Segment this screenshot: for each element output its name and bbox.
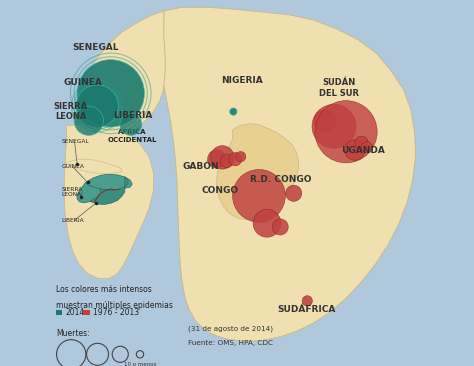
Circle shape bbox=[210, 146, 234, 169]
Text: GUINEA: GUINEA bbox=[64, 78, 103, 87]
Polygon shape bbox=[217, 124, 299, 220]
Text: CONGO: CONGO bbox=[202, 186, 239, 195]
Bar bbox=[56, 310, 63, 315]
Circle shape bbox=[312, 104, 356, 148]
Text: muestran múltiples epidemias: muestran múltiples epidemias bbox=[56, 301, 173, 310]
Text: Fuente: OMS, HPA, CDC: Fuente: OMS, HPA, CDC bbox=[188, 340, 273, 346]
Circle shape bbox=[253, 209, 281, 237]
Text: Los colores más intensos: Los colores más intensos bbox=[56, 285, 152, 295]
Polygon shape bbox=[162, 7, 416, 341]
Text: (31 de agosto de 2014): (31 de agosto de 2014) bbox=[188, 326, 273, 332]
Text: 10 o menos: 10 o menos bbox=[124, 362, 156, 366]
Circle shape bbox=[77, 60, 145, 127]
Circle shape bbox=[228, 153, 242, 166]
Polygon shape bbox=[78, 11, 165, 140]
Circle shape bbox=[272, 219, 288, 235]
Circle shape bbox=[302, 296, 312, 306]
Circle shape bbox=[355, 136, 368, 149]
Circle shape bbox=[208, 150, 226, 168]
Circle shape bbox=[74, 106, 103, 135]
Text: 2014: 2014 bbox=[65, 308, 84, 317]
Text: Muertes:: Muertes: bbox=[56, 329, 90, 339]
Circle shape bbox=[230, 108, 237, 115]
Circle shape bbox=[362, 142, 373, 153]
Circle shape bbox=[120, 113, 142, 135]
Circle shape bbox=[314, 110, 336, 132]
Circle shape bbox=[345, 140, 365, 160]
Text: 1976 - 2013: 1976 - 2013 bbox=[93, 308, 139, 317]
Circle shape bbox=[286, 185, 302, 201]
Bar bbox=[83, 310, 90, 315]
Text: SIERRA
LEONA: SIERRA LEONA bbox=[54, 102, 88, 122]
Circle shape bbox=[233, 169, 285, 222]
Circle shape bbox=[315, 101, 377, 163]
Text: NIGERIA: NIGERIA bbox=[222, 76, 264, 85]
Circle shape bbox=[236, 152, 246, 162]
Text: R.D. CONGO: R.D. CONGO bbox=[250, 175, 312, 184]
Text: SUDÁN
DEL SUR: SUDÁN DEL SUR bbox=[319, 78, 359, 98]
Text: LIBERIA: LIBERIA bbox=[113, 111, 152, 120]
Text: SUDÁFRICA: SUDÁFRICA bbox=[277, 305, 336, 314]
Text: UGANDA: UGANDA bbox=[341, 146, 385, 154]
Circle shape bbox=[220, 154, 233, 168]
Text: GABÓN: GABÓN bbox=[182, 162, 219, 171]
Circle shape bbox=[76, 85, 118, 127]
Text: SENEGAL: SENEGAL bbox=[73, 43, 119, 52]
